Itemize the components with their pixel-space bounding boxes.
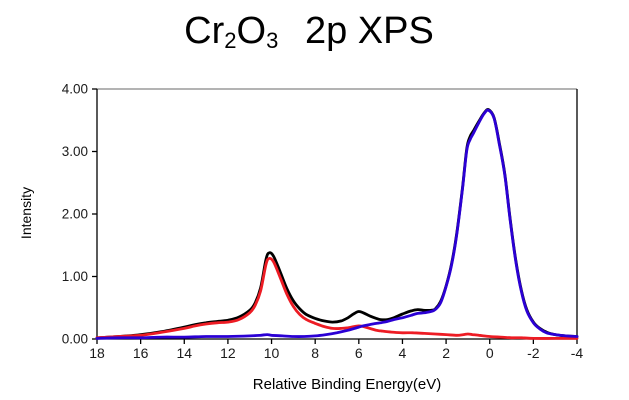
x-tick-label: 0	[486, 345, 494, 361]
x-tick-label: 4	[399, 345, 407, 361]
y-tick-label: 3.00	[62, 144, 88, 159]
axis-ticks	[92, 88, 578, 344]
x-tick-label: 6	[355, 345, 363, 361]
x-tick-label: 14	[176, 345, 192, 361]
y-tick-label: 2.00	[62, 207, 88, 222]
curve-fit-component-red	[95, 256, 579, 340]
title-text: Cr	[184, 10, 225, 52]
x-tick-label: 18	[89, 345, 105, 361]
axis-tick-labels: 18 16 14 12 10 8 6 4 2 0 -2 -4 0.00 1.00 2.00 3.00 4.00	[62, 82, 584, 362]
x-tick-label: -4	[571, 345, 584, 361]
y-tick-label: 1.00	[62, 269, 88, 284]
title-text: 2p XPS	[278, 10, 434, 52]
y-axis-label: Intensity	[18, 187, 34, 239]
x-tick-label: 2	[442, 345, 450, 361]
x-tick-label: -2	[527, 345, 540, 361]
title-subscript: 2	[224, 27, 237, 53]
curve-fit-component-blue	[95, 108, 579, 340]
curve-measured-envelope	[95, 108, 579, 340]
x-tick-label: 10	[264, 345, 280, 361]
spectra-curves	[95, 108, 579, 340]
x-tick-label: 12	[220, 345, 236, 361]
title-text: O	[236, 10, 267, 52]
y-tick-label: 4.00	[62, 82, 88, 97]
x-axis-label: Relative Binding Energy(eV)	[253, 376, 441, 393]
chart-title: Cr2O3 2p XPS	[0, 10, 618, 53]
title-subscript: 3	[266, 27, 279, 53]
y-tick-label: 0.00	[62, 332, 88, 347]
x-tick-label: 16	[133, 345, 149, 361]
x-tick-label: 8	[311, 345, 319, 361]
plot-frame	[96, 88, 578, 340]
